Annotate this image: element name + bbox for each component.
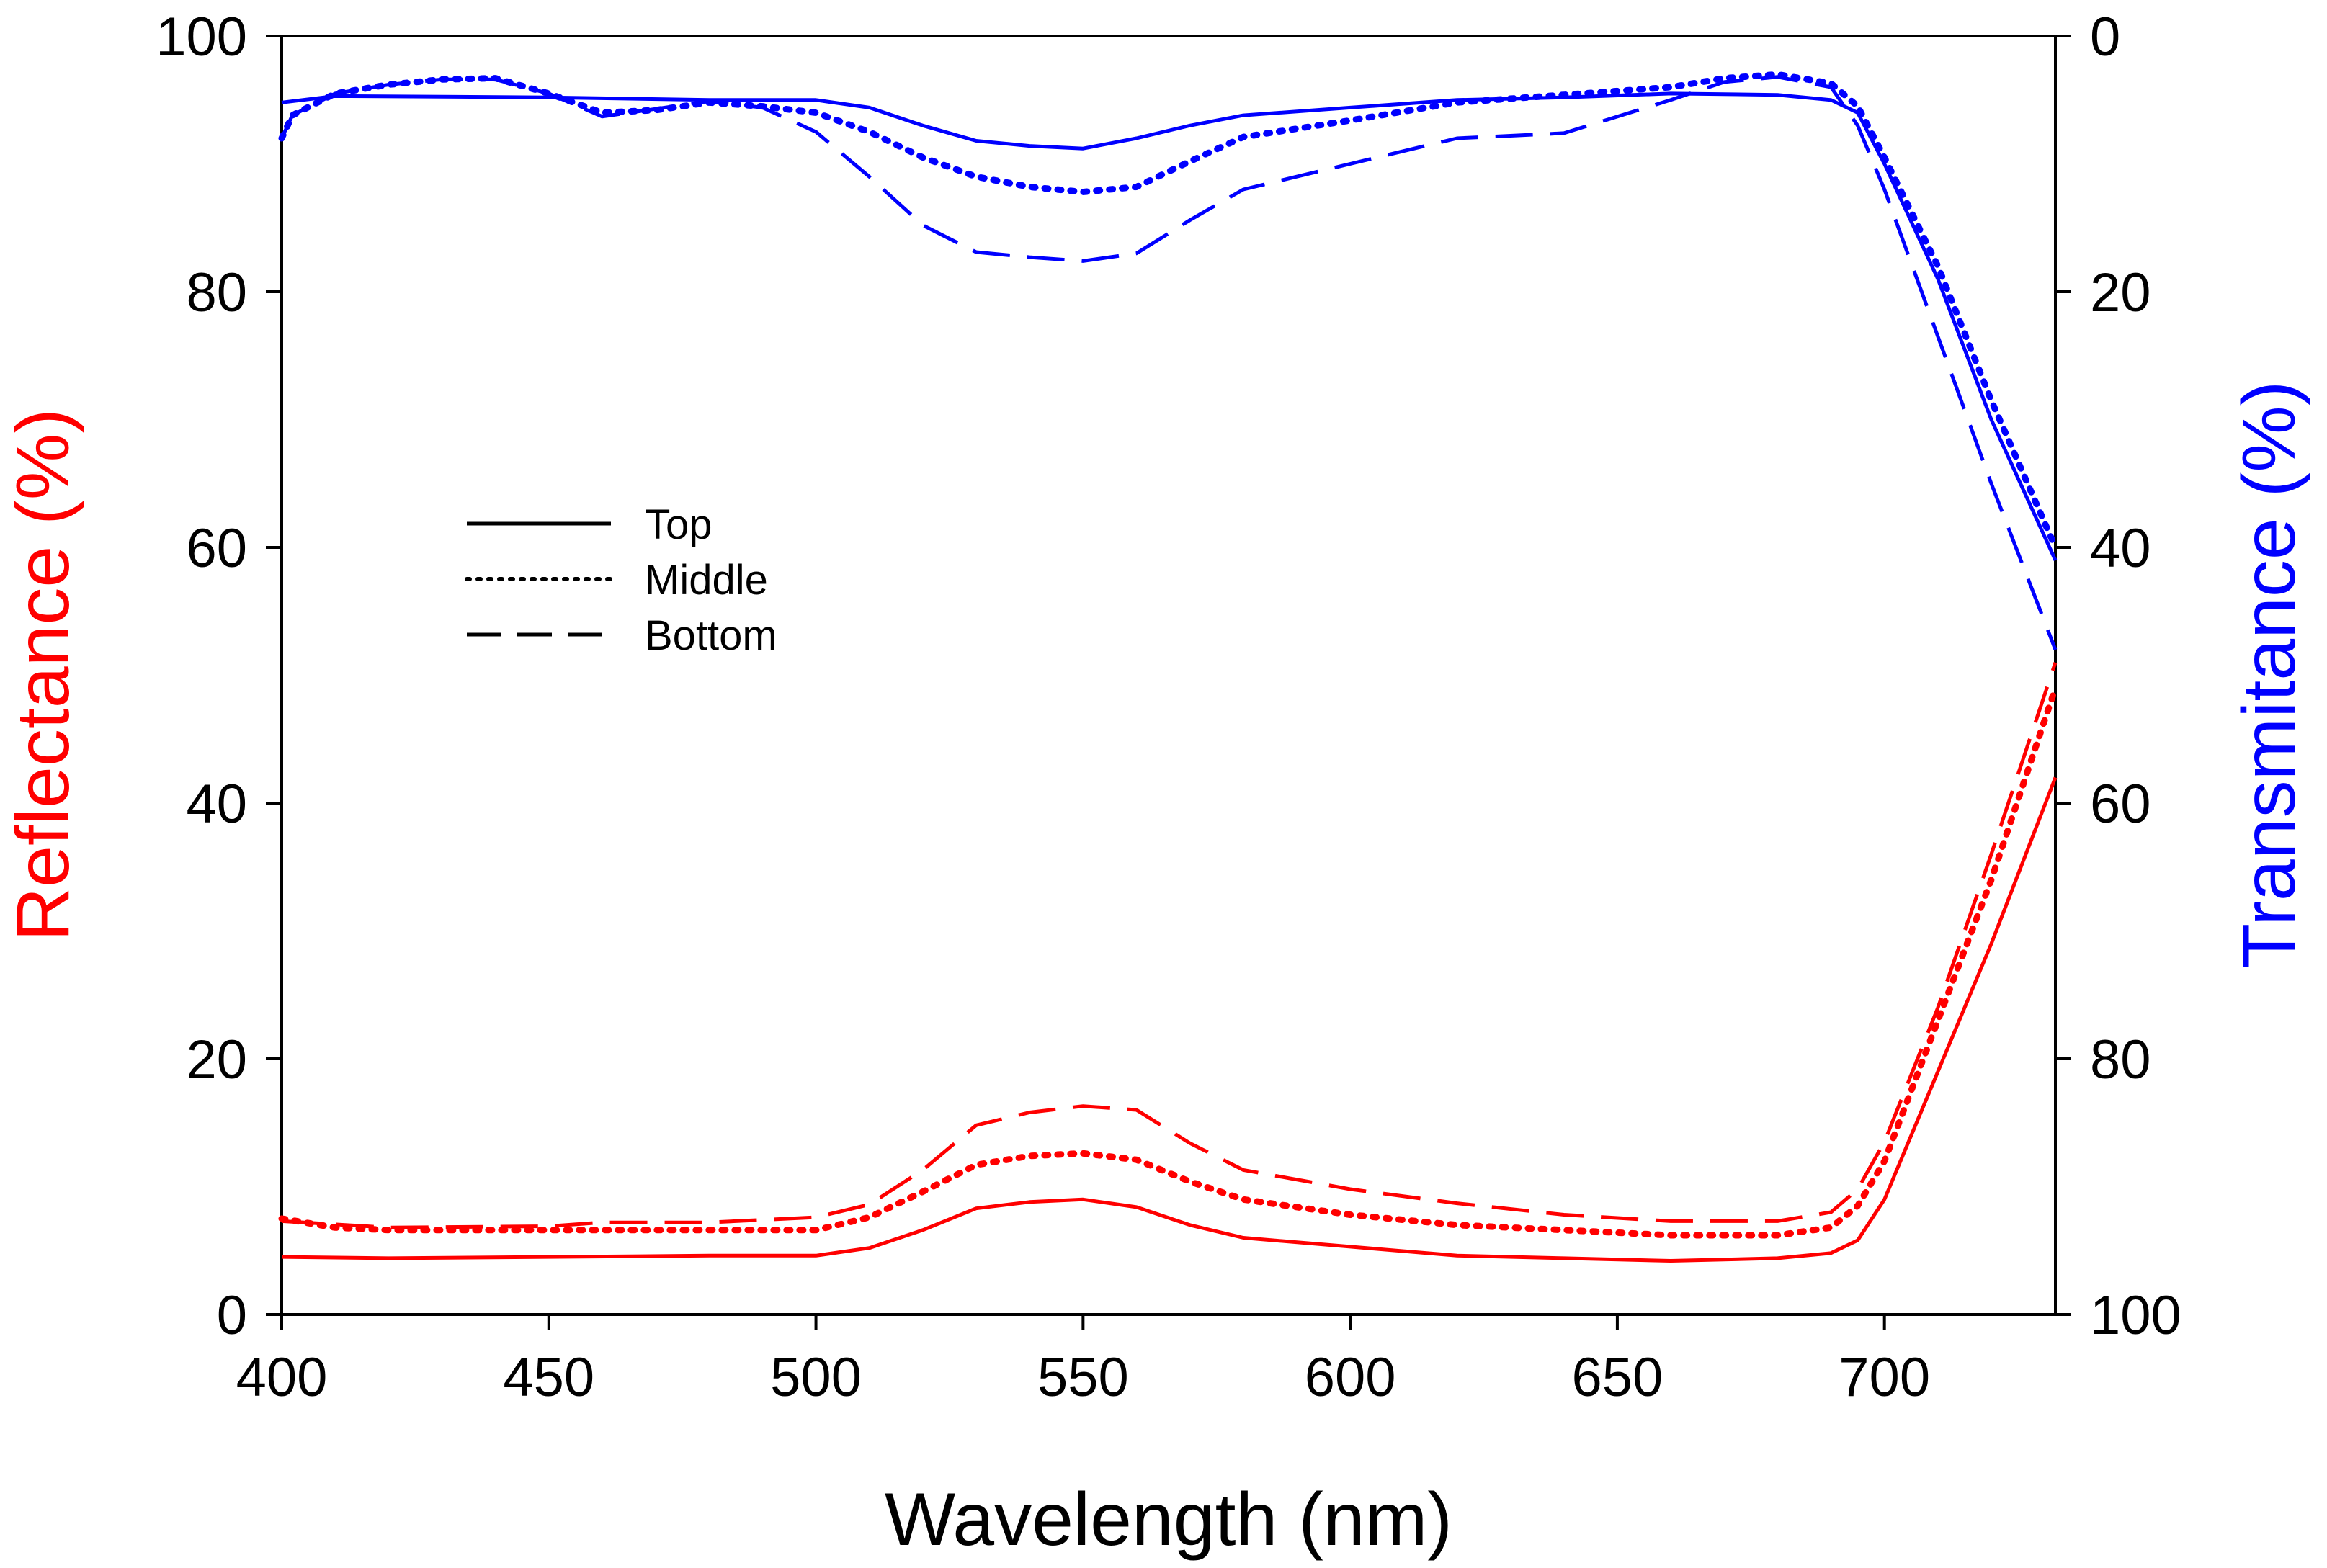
y-right-tick-label: 100 bbox=[2090, 1285, 2181, 1346]
y-right-tick-label: 40 bbox=[2090, 518, 2151, 579]
transmittance-bottom-line bbox=[280, 75, 2058, 650]
plot-frame bbox=[280, 35, 2057, 1316]
y-left-tick-label: 100 bbox=[156, 6, 247, 68]
x-axis-title: Wavelength (nm) bbox=[885, 1478, 1452, 1562]
y-left-tick-label: 20 bbox=[186, 1029, 247, 1090]
y-right-tick-label: 20 bbox=[2090, 262, 2151, 323]
legend-label-bottom: Bottom bbox=[645, 612, 777, 659]
x-tick-label: 600 bbox=[1305, 1347, 1396, 1408]
legend-label-top: Top bbox=[645, 501, 713, 548]
transmittance-middle-line bbox=[278, 71, 2059, 551]
x-axis: 400 450 500 550 600 650 700 bbox=[236, 1314, 1930, 1408]
data-lines bbox=[278, 71, 2059, 1263]
y-axis-right-title: Transmitance (%) bbox=[2228, 381, 2311, 969]
x-tick-label: 550 bbox=[1037, 1347, 1129, 1408]
y-right-tick-label: 80 bbox=[2090, 1029, 2151, 1090]
x-tick-label: 450 bbox=[503, 1347, 594, 1408]
x-tick-label: 700 bbox=[1839, 1347, 1930, 1408]
y-right-tick-label: 0 bbox=[2090, 6, 2120, 68]
transmittance-top-line bbox=[281, 91, 2058, 561]
reflectance-top-line bbox=[281, 776, 2058, 1263]
reflectance-middle-line bbox=[278, 684, 2059, 1239]
plot-area bbox=[280, 35, 2057, 1316]
legend-label-middle: Middle bbox=[645, 557, 768, 604]
x-tick-label: 400 bbox=[236, 1347, 328, 1408]
y-axis-left-title: Reflectance (%) bbox=[1, 408, 85, 941]
y-left-tick-label: 60 bbox=[186, 518, 247, 579]
y-right-tick-label: 60 bbox=[2090, 774, 2151, 835]
y-left-tick-label: 40 bbox=[186, 774, 247, 835]
y-axis-right: 100 80 60 40 20 0 bbox=[2055, 6, 2181, 1346]
reflectance-bottom-line bbox=[281, 662, 2058, 1229]
y-left-tick-label: 0 bbox=[217, 1285, 247, 1346]
legend: Top Middle Bottom bbox=[465, 501, 777, 659]
y-left-tick-label: 80 bbox=[186, 262, 247, 323]
y-axis-left: 0 20 40 60 80 100 bbox=[156, 6, 282, 1346]
x-tick-label: 650 bbox=[1572, 1347, 1663, 1408]
x-tick-label: 500 bbox=[770, 1347, 862, 1408]
